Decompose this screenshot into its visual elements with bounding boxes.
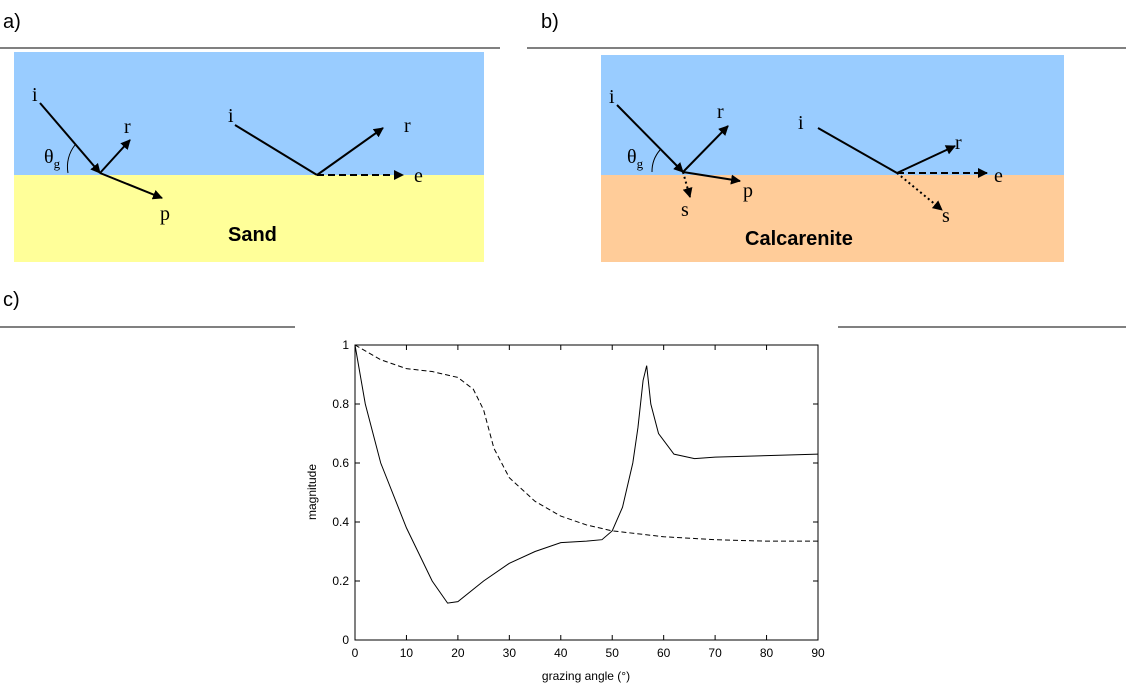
x-tick-label: 10: [400, 646, 414, 660]
x-tick-label: 70: [708, 646, 722, 660]
panel-label: a): [3, 11, 21, 33]
water: [14, 52, 484, 175]
ray-label: r: [124, 116, 131, 138]
plot: 0 10 20 30 40 50 60 70 80 90 0 0.2 0.4 0.6 0.8 1: [332, 338, 825, 660]
ray-label: i: [609, 86, 615, 108]
x-tick-label: 20: [451, 646, 465, 660]
water: [601, 55, 1064, 175]
material-label: Sand: [228, 224, 277, 246]
y-tick-label: 0: [342, 633, 349, 647]
x-axis-label: grazing angle (°): [542, 669, 630, 683]
subscript: g: [637, 156, 644, 171]
sediment: [14, 175, 484, 262]
plot-frame: [354, 344, 819, 641]
angle-label: θg: [44, 146, 61, 171]
ray-label: r: [717, 101, 724, 123]
material-label: Calcarenite: [745, 228, 853, 250]
x-tick-label: 30: [503, 646, 517, 660]
ray-label: r: [404, 115, 411, 137]
x-tick-label: 60: [657, 646, 671, 660]
sediment: [601, 175, 1064, 262]
ray-label: i: [32, 84, 38, 106]
rays: [616, 104, 988, 211]
x-tick-label: 0: [352, 646, 359, 660]
panel-label: c): [3, 289, 20, 311]
y-axis-label: magnitude: [305, 464, 319, 520]
ray-label: p: [160, 203, 170, 225]
x-tick-label: 40: [554, 646, 568, 660]
y-tick-label: 0.6: [332, 456, 349, 470]
y-tick-label: 0.4: [332, 515, 349, 529]
subscript: g: [54, 156, 61, 171]
ray-label: e: [414, 165, 423, 187]
rays: [39, 102, 404, 200]
ray-label: s: [942, 205, 950, 227]
angle-label: θg: [627, 146, 644, 171]
ray-label: p: [743, 180, 753, 202]
y-tick-label: 0.8: [332, 397, 349, 411]
x-tick-label: 90: [811, 646, 825, 660]
x-tick-label: 50: [606, 646, 620, 660]
theta: θ: [44, 146, 54, 168]
series-line: [354, 344, 819, 604]
theta: θ: [627, 146, 637, 168]
ray-label: i: [228, 105, 234, 127]
ray-label: s: [681, 199, 689, 221]
y-tick-label: 1: [342, 338, 349, 352]
ray-label: e: [994, 165, 1003, 187]
panel-label: b): [541, 11, 559, 33]
y-tick-label: 0.2: [332, 574, 349, 588]
series-line: [354, 344, 818, 542]
ray-label: r: [955, 132, 962, 154]
x-tick-label: 80: [760, 646, 774, 660]
ray-label: i: [798, 112, 804, 134]
